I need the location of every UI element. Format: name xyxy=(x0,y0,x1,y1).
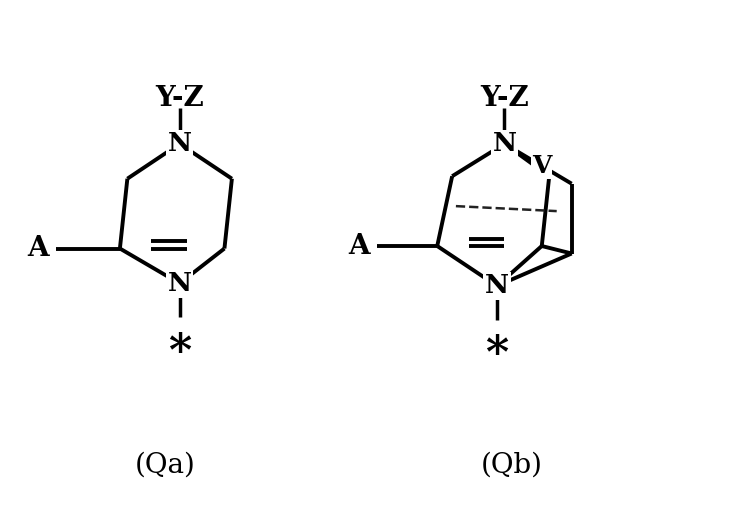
Text: Y-Z: Y-Z xyxy=(480,85,528,113)
Text: *: * xyxy=(485,334,509,377)
Text: (Qb): (Qb) xyxy=(481,452,543,479)
Text: *: * xyxy=(168,332,191,375)
Text: N: N xyxy=(485,273,509,299)
Text: N: N xyxy=(492,131,516,156)
Text: Y-Z: Y-Z xyxy=(156,85,204,113)
Text: N: N xyxy=(168,131,192,156)
Text: A: A xyxy=(27,235,49,262)
Text: V: V xyxy=(532,154,551,178)
Text: (Qa): (Qa) xyxy=(134,452,195,479)
Text: A: A xyxy=(348,233,370,260)
Text: N: N xyxy=(168,271,192,296)
